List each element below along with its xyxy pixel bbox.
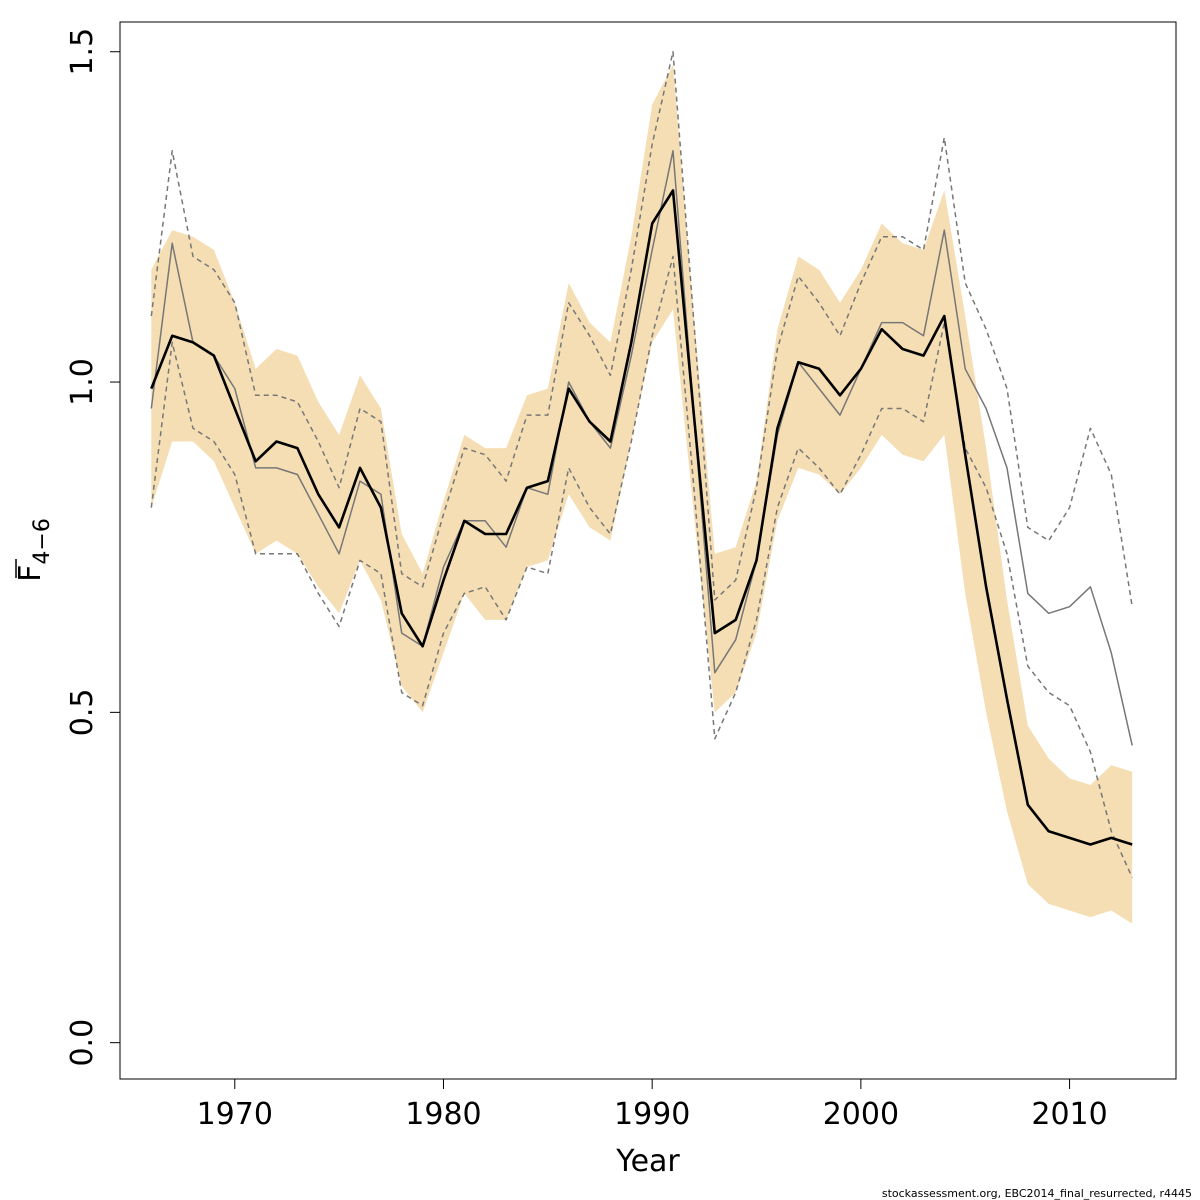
y-axis-title-main: F: [13, 565, 48, 582]
confidence-band-layer: [151, 64, 1133, 924]
series-line-thick-0: [150, 189, 1133, 846]
x-axis-title: Year: [615, 1144, 680, 1179]
series-line-thin-1: [150, 150, 1133, 746]
y-tick-label: 1.0: [65, 358, 100, 406]
y-tick-label: 0.0: [65, 1019, 100, 1067]
x-tick-label: 2010: [1031, 1097, 1107, 1132]
y-tick-label: 1.5: [65, 28, 100, 76]
confidence-band: [151, 64, 1133, 924]
x-axis: 1970 1980 1990 2000 2010: [197, 1079, 1108, 1132]
x-tick-label: 1990: [614, 1097, 690, 1132]
series-line-dashed-3: [150, 255, 1133, 878]
series-layer: [150, 50, 1133, 878]
series-line-dashed-2: [150, 50, 1133, 607]
y-axis-title: F4−6: [13, 518, 55, 582]
x-tick-label: 2000: [823, 1097, 899, 1132]
x-tick-label: 1980: [405, 1097, 481, 1132]
svg-text:F4−6: F4−6: [13, 518, 55, 582]
y-tick-label: 0.5: [65, 689, 100, 737]
y-axis-title-subscript: 4−6: [30, 518, 55, 564]
x-tick-label: 1970: [197, 1097, 273, 1132]
plot-frame: [119, 21, 1177, 1080]
footer-text: stockassessment.org, EBC2014_final_resur…: [882, 1187, 1192, 1200]
y-axis: 0.0 0.5 1.0 1.5: [65, 28, 120, 1067]
